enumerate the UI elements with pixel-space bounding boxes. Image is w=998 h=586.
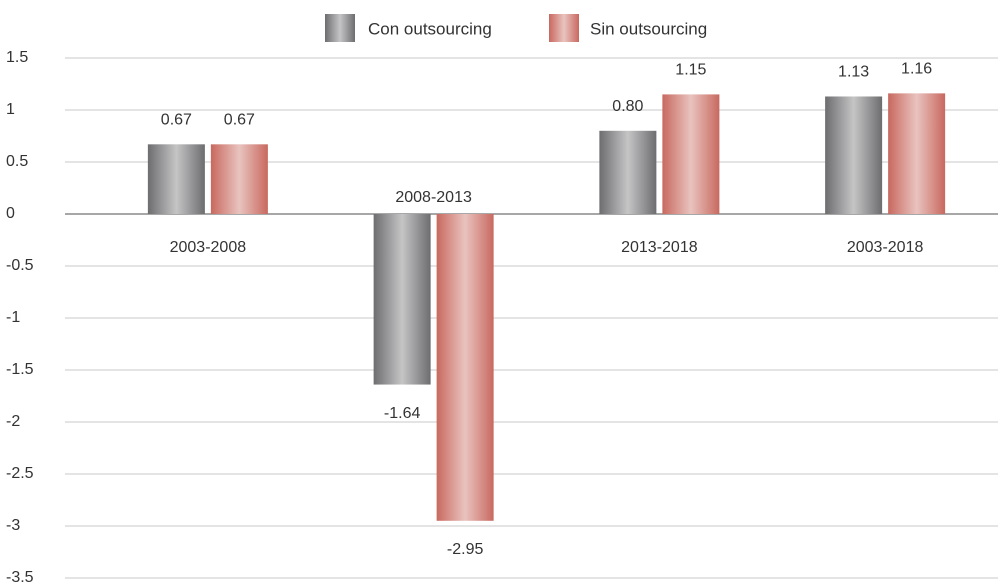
bar — [662, 94, 720, 214]
y-tick-label: 1.5 — [6, 49, 28, 66]
bar — [825, 96, 883, 214]
y-tick-label: -3 — [6, 517, 20, 534]
y-tick-label: 0.5 — [6, 153, 28, 170]
bar — [210, 144, 268, 214]
data-label: 1.16 — [901, 61, 932, 78]
bar — [373, 214, 431, 385]
data-label: 0.67 — [161, 112, 192, 129]
legend-swatch — [549, 14, 579, 42]
bar — [147, 144, 205, 214]
legend-label: Con outsourcing — [368, 19, 492, 38]
y-tick-label: 0 — [6, 205, 15, 222]
data-label: 1.15 — [675, 62, 706, 79]
y-tick-label: -0.5 — [6, 257, 34, 274]
data-label: -1.64 — [384, 405, 421, 422]
data-label: -2.95 — [447, 541, 484, 558]
x-tick-label: 2003-2018 — [847, 239, 924, 256]
data-label: 1.13 — [838, 64, 869, 81]
y-tick-label: 1 — [6, 101, 15, 118]
legend-swatch — [325, 14, 355, 42]
y-tick-label: -1.5 — [6, 361, 34, 378]
y-tick-label: -2 — [6, 413, 20, 430]
x-tick-label: 2013-2018 — [621, 239, 698, 256]
bar — [599, 130, 657, 214]
y-tick-label: -1 — [6, 309, 20, 326]
data-label: 0.67 — [224, 112, 255, 129]
legend-label: Sin outsourcing — [590, 19, 707, 38]
y-tick-label: -2.5 — [6, 465, 34, 482]
x-tick-label: 2008-2013 — [395, 189, 472, 206]
bar — [436, 214, 494, 521]
data-label: 0.80 — [612, 98, 643, 115]
x-tick-label: 2003-2008 — [170, 239, 247, 256]
bar — [888, 93, 946, 214]
y-tick-label: -3.5 — [6, 569, 34, 586]
